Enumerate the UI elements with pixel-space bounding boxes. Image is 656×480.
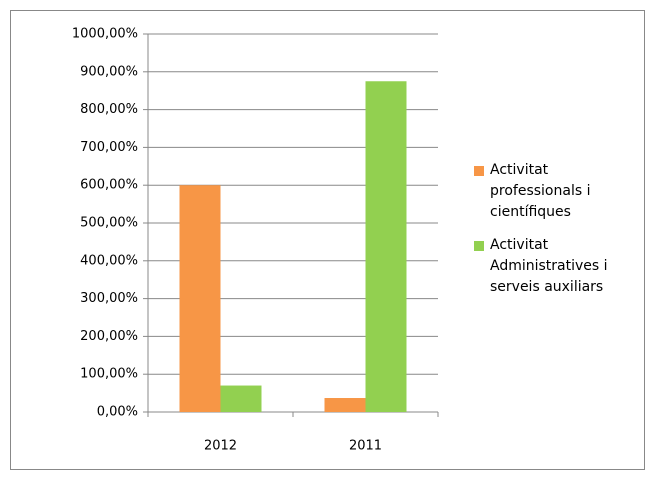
y-tick-label: 200,00% — [80, 329, 138, 344]
y-tick-label: 100,00% — [80, 367, 138, 382]
y-tick-label: 0,00% — [97, 405, 138, 420]
y-tick-label: 600,00% — [80, 178, 138, 193]
y-tick-label: 800,00% — [80, 102, 138, 117]
bar — [220, 385, 262, 412]
bar — [365, 81, 407, 412]
legend-item: Activitat professionals i científiques — [474, 160, 634, 223]
x-tick-label: 2012 — [204, 439, 237, 454]
y-tick-label: 500,00% — [80, 216, 138, 231]
legend-swatch — [474, 241, 484, 251]
x-tick-label: 2011 — [349, 439, 382, 454]
legend-swatch — [474, 166, 484, 176]
legend-label: Activitat professionals i científiques — [490, 162, 591, 220]
y-tick-label: 900,00% — [80, 64, 138, 79]
y-tick-label: 1000,00% — [72, 27, 138, 42]
bar — [179, 185, 221, 412]
legend: Activitat professionals i científiques Ac… — [474, 160, 634, 310]
y-tick-label: 700,00% — [80, 140, 138, 155]
y-tick-label: 400,00% — [80, 253, 138, 268]
legend-label: Activitat Administratives i serveis auxi… — [490, 237, 608, 295]
bar — [324, 398, 366, 412]
y-tick-label: 300,00% — [80, 291, 138, 306]
chart-border — [10, 10, 645, 470]
legend-item: Activitat Administratives i serveis auxi… — [474, 235, 634, 298]
